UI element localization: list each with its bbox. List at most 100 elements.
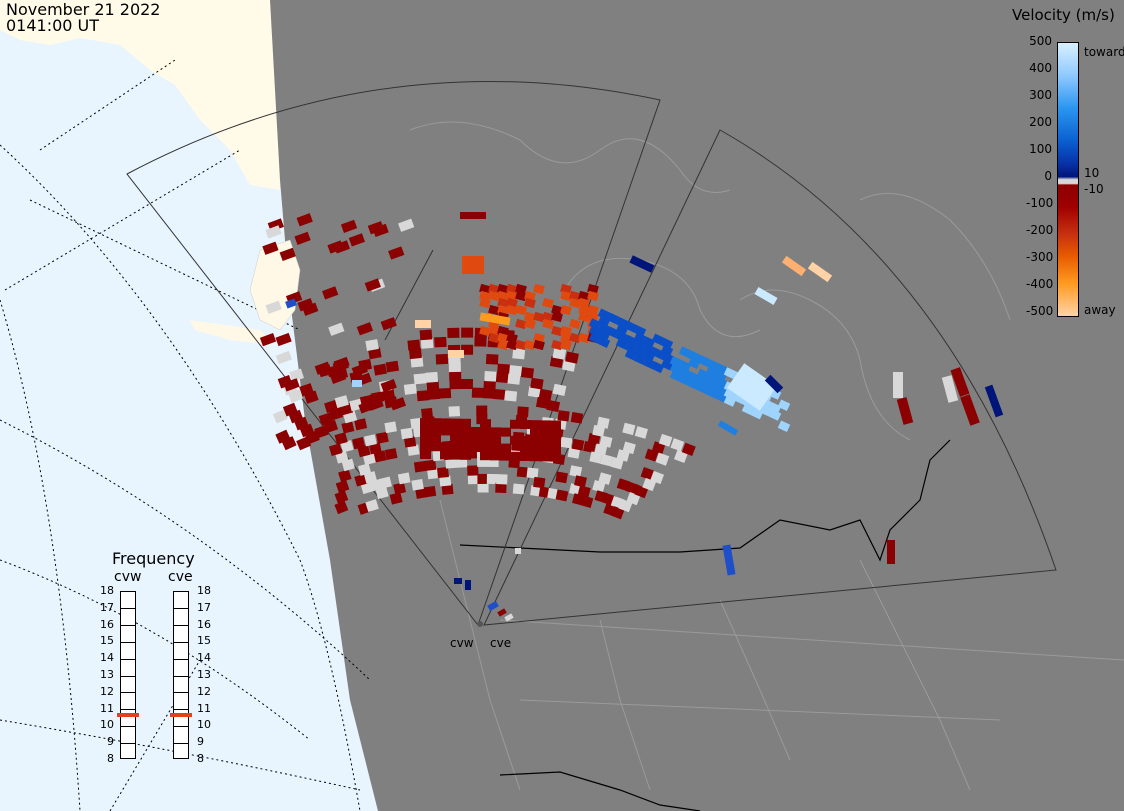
scatter-cell (388, 246, 405, 260)
scatter-cell (302, 302, 319, 316)
scatter-cell (365, 499, 379, 513)
scatter-cell (275, 350, 293, 365)
scatter-cell (490, 435, 501, 445)
scatter-cell (550, 420, 561, 430)
scatter-cell (420, 337, 434, 349)
scatter-cell (678, 346, 692, 358)
scatter-cell (485, 354, 499, 365)
scatter-cell (335, 479, 350, 493)
scatter-cell (415, 320, 431, 328)
scatter-cell (555, 489, 569, 502)
scatter-cell (368, 442, 382, 455)
scatter-cell (420, 426, 431, 435)
scatter-cell (587, 290, 599, 302)
scatter-cell (470, 443, 481, 452)
scatter-cell (517, 406, 529, 418)
scatter-cell (759, 405, 773, 417)
scatter-cell (550, 452, 561, 462)
scatter-cell (332, 359, 349, 373)
frequency-scale-divider (121, 675, 135, 677)
legend-tick-label: -100 (1026, 196, 1054, 210)
scatter-cell (363, 471, 378, 484)
scatter-cell (530, 436, 541, 446)
scatter-cell (624, 349, 638, 361)
scatter-cell (403, 436, 417, 448)
frequency-scale-divider (121, 709, 135, 711)
scatter-cell (275, 429, 291, 444)
scatter-cell (465, 580, 471, 590)
scatter-cell (588, 332, 602, 344)
scatter-cell (327, 240, 344, 254)
scatter-cell (479, 325, 491, 337)
time-label: 0141:00 UT (6, 16, 100, 35)
scatter-cell (421, 407, 433, 420)
frequency-scale-divider (121, 625, 135, 627)
scatter-cell (594, 443, 608, 456)
scatter-cell (272, 409, 288, 424)
scatter-cell (560, 339, 572, 351)
legend-tick-label: -400 (1026, 277, 1054, 291)
frequency-scale-label: 9 (107, 735, 114, 749)
scatter-cell (375, 486, 389, 500)
fov-cvw (126, 81, 661, 627)
scatter-cell (887, 540, 895, 564)
frequency-marker-cvw (117, 713, 139, 718)
scatter-cell (540, 436, 551, 446)
scatter-cell (480, 419, 491, 429)
scatter-cell (655, 452, 670, 466)
scatter-cell (722, 544, 736, 576)
scatter-cell (524, 318, 536, 330)
scatter-cell (714, 391, 728, 403)
scatter-cell (460, 426, 471, 436)
scatter-cell (434, 336, 447, 348)
scatter-cell (560, 290, 572, 302)
scatter-cell (410, 356, 424, 368)
scatter-cell (807, 261, 833, 283)
coastlines (409, 121, 1124, 791)
scatter-cell (318, 412, 334, 426)
scatter-cell (515, 339, 527, 351)
scatter-cell (420, 418, 431, 427)
frequency-scale-divider (121, 608, 135, 610)
scatter-cell (524, 297, 536, 309)
scatter-cell (533, 339, 545, 351)
scatter-cell (324, 399, 339, 414)
scatter-cell (599, 454, 614, 467)
frequency-scale-label: 17 (100, 600, 114, 614)
frequency-scale-divider (121, 742, 135, 744)
scatter-cell (530, 452, 541, 462)
scatter-cell (551, 325, 563, 337)
scatter-cell (741, 403, 755, 416)
frequency-radar-label-cve: cve (168, 569, 193, 585)
frequency-scale-divider (174, 709, 188, 711)
scatter-cell (500, 451, 511, 461)
scatter-cell (357, 463, 372, 476)
scatter-cell (364, 278, 381, 292)
scatter-cell (460, 212, 486, 219)
scatter-cell (368, 347, 382, 360)
scatter-cell (941, 375, 959, 403)
scatter-cell (420, 434, 431, 443)
scatter-cell (440, 442, 451, 452)
scatter-cell (565, 351, 579, 364)
scatter-cell (681, 442, 696, 456)
scatter-cell (495, 482, 507, 494)
scatter-cell (322, 286, 339, 300)
scatter-cell (560, 304, 572, 316)
frequency-scale-divider (121, 725, 135, 727)
scatter-cell (470, 435, 481, 444)
frequency-scale-cvw (120, 591, 136, 759)
scatter-cell (768, 409, 782, 421)
scatter-cell (435, 353, 449, 365)
scatter-cell (480, 435, 491, 445)
scatter-cell (363, 434, 377, 447)
scatter-cell (448, 350, 464, 358)
date-label: November 21 2022 (6, 0, 161, 19)
scatter-cell (530, 428, 541, 438)
scatter-cell (450, 426, 461, 436)
scatter-cell (483, 379, 496, 391)
legend-toward-label: toward (1084, 45, 1124, 59)
scatter-cell (490, 427, 501, 437)
scatter-cell (552, 383, 567, 396)
scatter-cell (616, 449, 630, 462)
